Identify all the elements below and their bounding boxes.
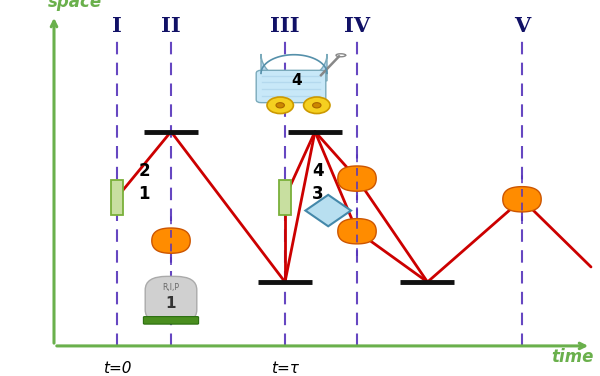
Text: 4: 4 [312,162,324,180]
Text: IV: IV [344,16,370,36]
Text: t=τ: t=τ [271,361,299,376]
Polygon shape [338,218,376,244]
Text: I: I [112,16,122,36]
Text: R,I,P: R,I,P [163,283,179,292]
FancyBboxPatch shape [143,317,199,324]
Text: 4: 4 [292,73,302,88]
Text: III: III [270,16,300,36]
Polygon shape [305,195,351,226]
Text: t=0: t=0 [103,361,131,376]
Text: 3: 3 [312,185,324,203]
FancyBboxPatch shape [256,70,326,103]
Text: 1: 1 [138,185,150,203]
Text: space: space [48,0,102,11]
FancyBboxPatch shape [111,180,123,215]
Text: V: V [514,16,530,36]
Text: time: time [551,348,594,366]
Circle shape [304,97,330,114]
FancyBboxPatch shape [145,276,197,323]
Text: 2: 2 [138,162,150,180]
Circle shape [313,103,321,108]
Text: II: II [161,16,181,36]
Polygon shape [261,54,327,81]
Circle shape [267,97,293,114]
Circle shape [276,103,284,108]
FancyBboxPatch shape [279,180,291,215]
Polygon shape [503,186,541,212]
Text: 1: 1 [166,296,176,311]
Polygon shape [338,166,376,191]
Polygon shape [152,228,190,253]
